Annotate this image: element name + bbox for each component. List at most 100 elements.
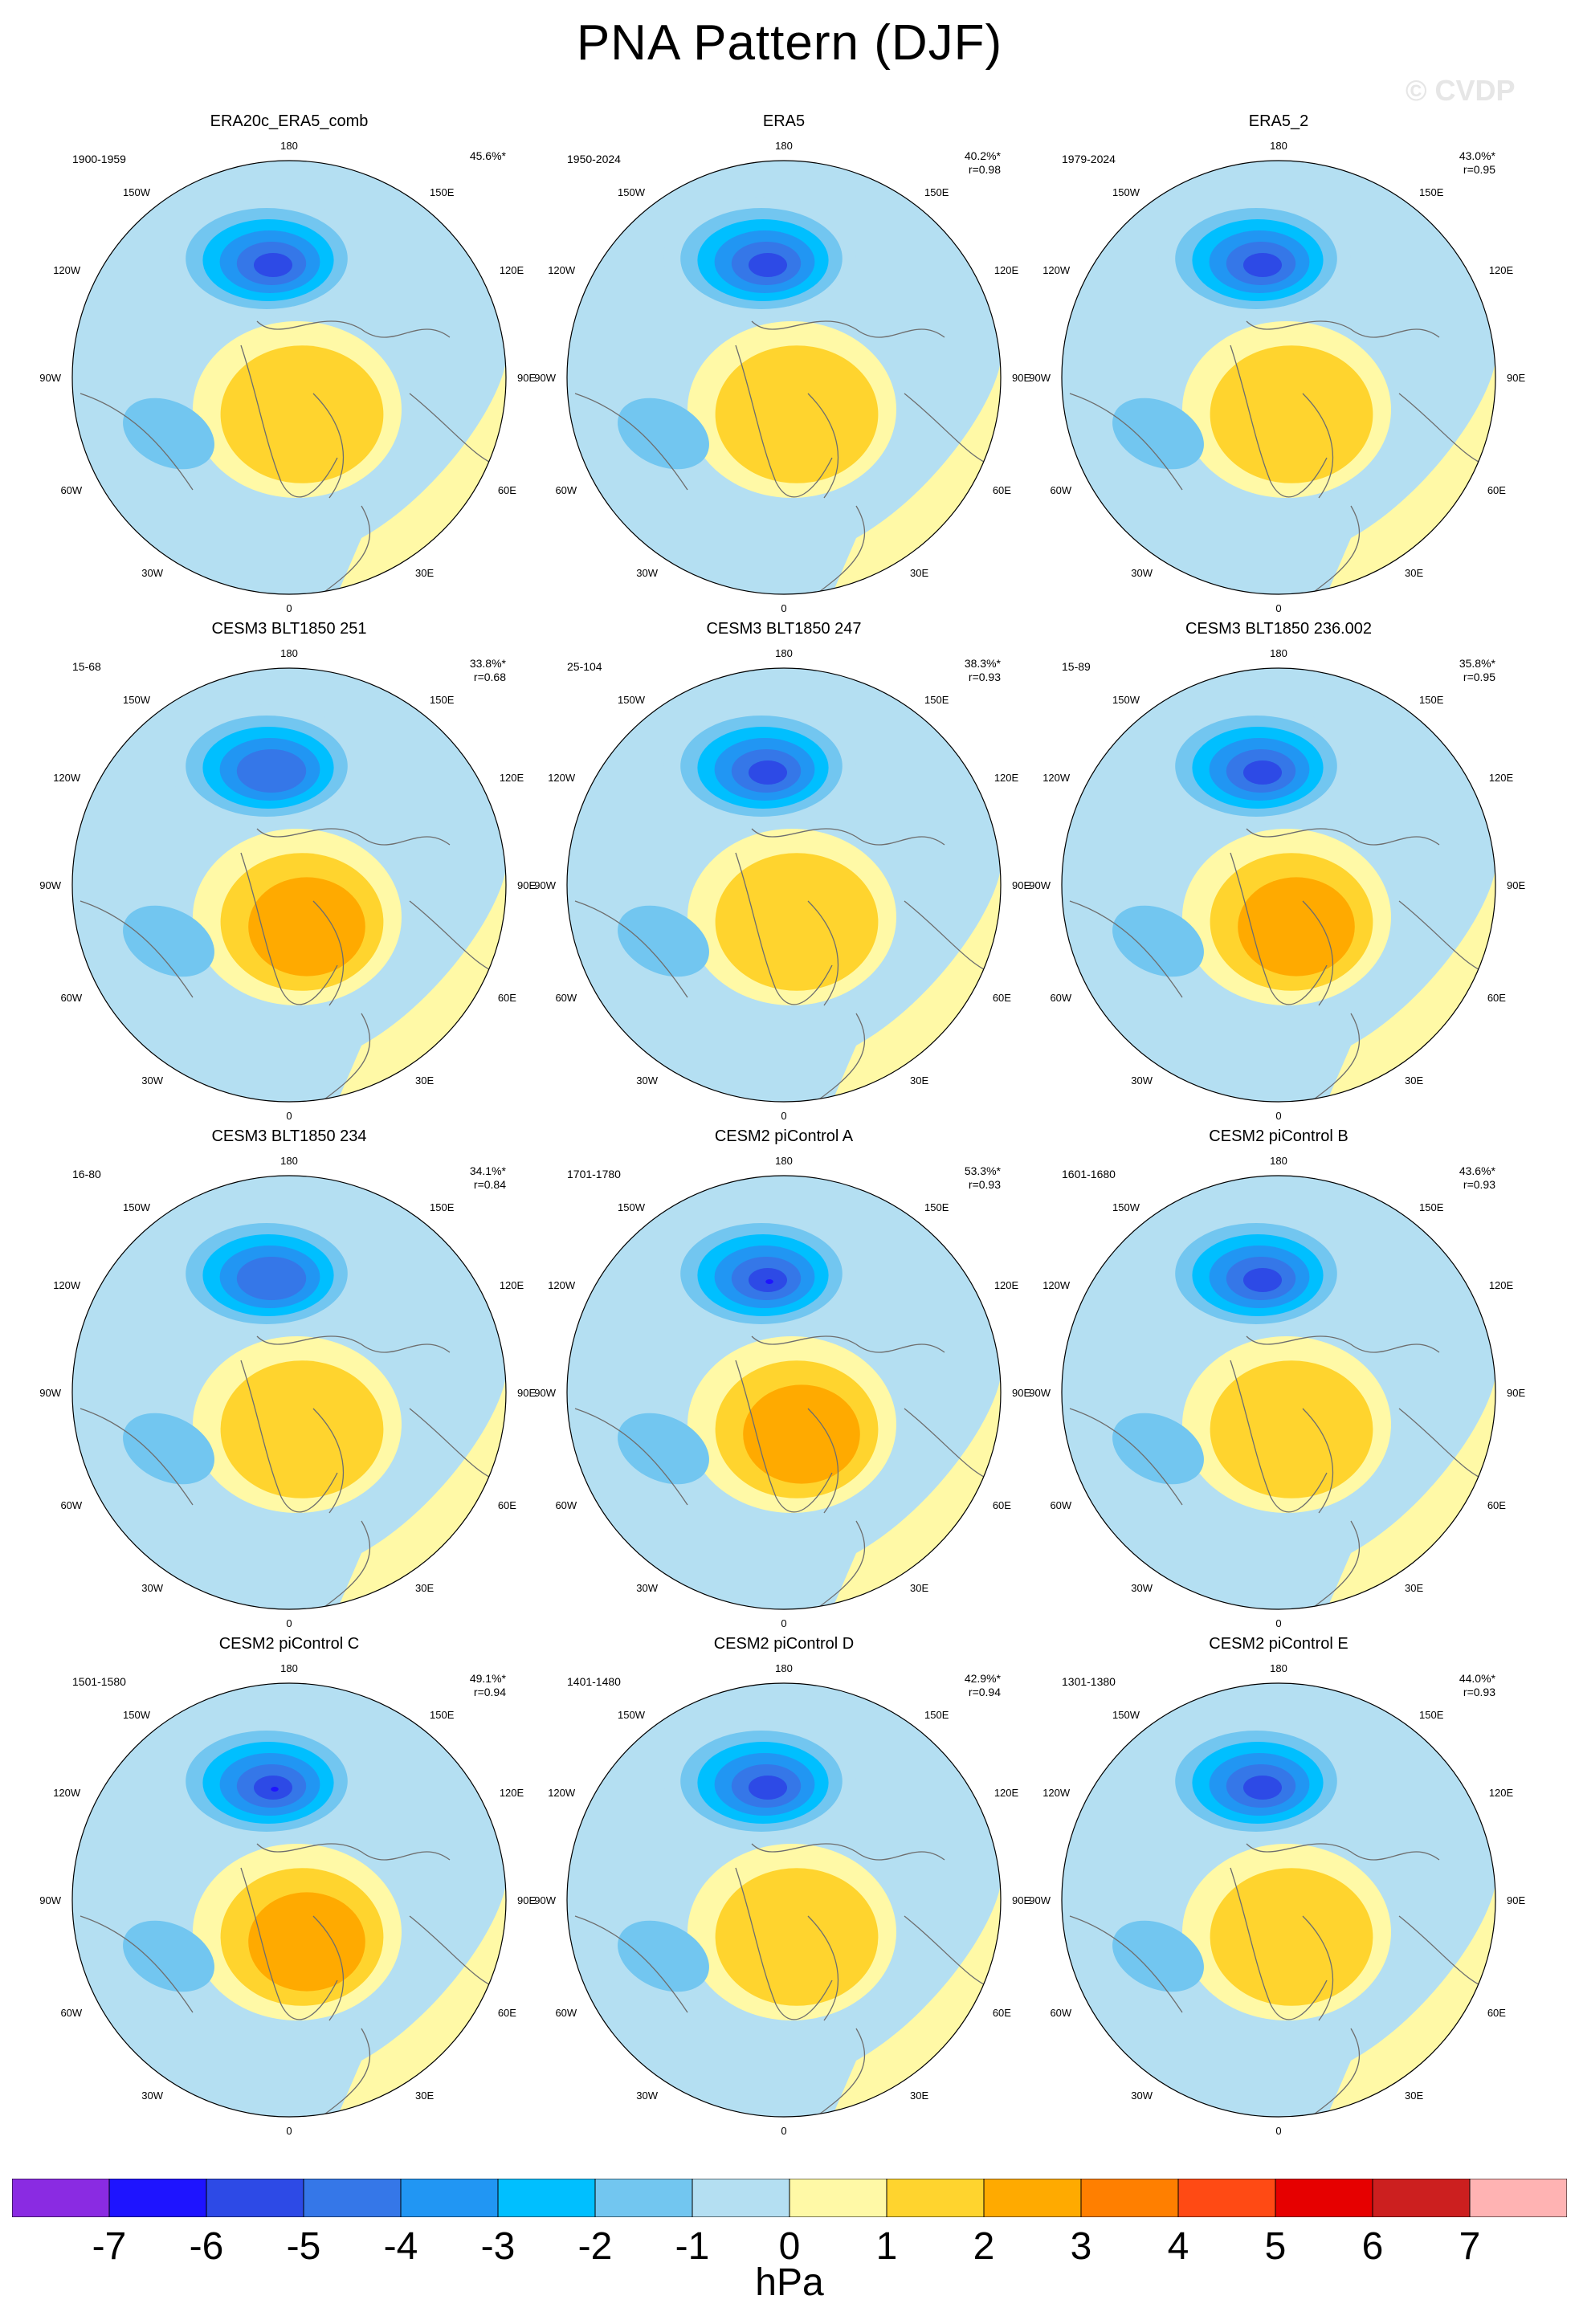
longitude-label: 60W <box>60 992 82 1004</box>
coastline <box>1230 1867 1328 2020</box>
longitude-label: 120E <box>500 1279 524 1291</box>
panel-title: CESM2 piControl D <box>713 1635 855 1653</box>
longitude-label: 0 <box>781 1617 786 1629</box>
positive-anomaly-contour <box>220 345 384 483</box>
negative-anomaly-contour <box>765 1279 773 1284</box>
colorbar-tick-label: 2 <box>973 2225 995 2268</box>
coastline <box>312 393 345 499</box>
colorbar-swatch <box>206 2179 304 2217</box>
longitude-label: 150W <box>123 186 151 198</box>
longitude-label: 180 <box>775 1155 793 1167</box>
longitude-label: 60E <box>1487 2007 1506 2019</box>
coastline <box>1230 852 1328 1005</box>
colorbar-tick-label: 7 <box>1459 2225 1481 2268</box>
map-panel: 180 150E 120E 90E 60E 30E 0 30W 60W 90W 120W 150W CE… <box>535 620 1033 1122</box>
map-panel: 180 150E 120E 90E 60E 30E 0 30W 60W 90W 120W 150W CE… <box>40 620 538 1122</box>
map-border <box>1061 1175 1496 1610</box>
longitude-label: 150W <box>1112 1709 1140 1721</box>
coastline <box>256 828 451 846</box>
longitude-label: 30W <box>636 567 658 579</box>
polar-map: 180 150E 120E 90E 60E 30E 0 30W 60W 90W 120W 150W <box>40 647 536 1122</box>
atlantic-low <box>618 905 709 977</box>
longitude-label: 60W <box>60 2007 82 2019</box>
coastline <box>815 505 866 594</box>
colorbar-swatch <box>1275 2179 1373 2217</box>
atlantic-low <box>123 1920 214 1992</box>
panel-period: 1501-1580 <box>72 1675 126 1688</box>
map-panel: 180 150E 120E 90E 60E 30E 0 30W 60W 90W 120W 150W CE… <box>1030 1127 1528 1629</box>
longitude-label: 120W <box>53 1279 81 1291</box>
longitude-label: 180 <box>775 140 793 152</box>
colorbar-swatch <box>108 2179 207 2217</box>
pattern-correlation: r=0.94 <box>968 1686 1001 1698</box>
longitude-label: 60E <box>498 484 516 496</box>
longitude-label: 120E <box>1489 264 1514 276</box>
polar-map: 180 150E 120E 90E 60E 30E 0 30W 60W 90W 120W 150W <box>1030 140 1525 614</box>
map-panel: 180 150E 120E 90E 60E 30E 0 30W 60W 90W 120W 150W CE… <box>40 1635 538 2137</box>
longitude-label: 30E <box>415 2090 434 2102</box>
longitude-label: 90W <box>535 1387 557 1399</box>
watermark: © CVDP <box>1406 74 1516 107</box>
longitude-label: 60W <box>555 484 577 496</box>
map-panel: 180 150E 120E 90E 60E 30E 0 30W 60W 90W 120W 150W CE… <box>1030 620 1528 1122</box>
panel-period: 25-104 <box>567 660 602 673</box>
longitude-label: 0 <box>1275 602 1281 614</box>
longitude-label: 30E <box>1405 1074 1423 1087</box>
atlantic-low <box>618 1920 709 1992</box>
panel-period: 1701-1780 <box>567 1168 621 1180</box>
coastline <box>256 320 451 338</box>
longitude-label: 0 <box>1275 1110 1281 1122</box>
panel-stats: 44.0%* r=0.93 <box>1439 1672 1495 1699</box>
longitude-label: 30W <box>141 2090 163 2102</box>
longitude-label: 0 <box>1275 1617 1281 1629</box>
colorbar-tick-label: -4 <box>383 2225 418 2268</box>
longitude-label: 150W <box>618 1709 646 1721</box>
panel-title: CESM2 piControl C <box>218 1635 360 1653</box>
coastline <box>1069 393 1183 491</box>
colorbar-swatch <box>1372 2179 1471 2217</box>
coastline <box>751 1335 945 1353</box>
longitude-label: 30W <box>141 1074 163 1087</box>
colorbar-swatch <box>1469 2179 1567 2217</box>
longitude-label: 90W <box>1030 1387 1051 1399</box>
colorbar-tick-label: 6 <box>1361 2225 1384 2268</box>
coastline <box>735 1867 833 2020</box>
longitude-label: 150E <box>924 1201 949 1213</box>
longitude-label: 180 <box>1270 647 1287 659</box>
coastline <box>320 2028 371 2117</box>
map-panel: 180 150E 120E 90E 60E 30E 0 30W 60W 90W 120W 150W CE… <box>535 1635 1033 2137</box>
coastline <box>1069 1408 1183 1506</box>
longitude-label: 60W <box>1050 1499 1071 1511</box>
colorbar-tick-label: 1 <box>875 2225 898 2268</box>
longitude-label: 120E <box>994 1787 1019 1799</box>
negative-anomaly-contour <box>749 1776 787 1800</box>
colorbar-tick-label: -7 <box>92 2225 127 2268</box>
colorbar-tick-label: -3 <box>480 2225 516 2268</box>
longitude-label: 60E <box>498 2007 516 2019</box>
map-border <box>71 667 507 1103</box>
atlantic-low <box>123 398 214 470</box>
pattern-correlation: r=0.95 <box>1463 671 1495 683</box>
map-panel: 180 150E 120E 90E 60E 30E 0 30W 60W 90W 120W 150W CE… <box>40 1127 538 1629</box>
longitude-label: 120W <box>548 1787 576 1799</box>
coastline <box>240 345 338 498</box>
positive-anomaly-contour <box>1210 345 1373 483</box>
longitude-label: 150E <box>430 694 455 706</box>
explained-variance: 38.3%* <box>964 657 1001 670</box>
longitude-label: 120E <box>1489 1279 1514 1291</box>
longitude-label: 60W <box>1050 992 1071 1004</box>
longitude-label: 120W <box>548 264 576 276</box>
colorbar-units: hPa <box>755 2261 824 2304</box>
positive-anomaly-contour <box>715 853 879 991</box>
atlantic-low <box>1112 1413 1204 1485</box>
longitude-label: 60W <box>1050 484 1071 496</box>
polar-map: 180 150E 120E 90E 60E 30E 0 30W 60W 90W 120W 150W <box>535 140 1030 614</box>
coastline <box>1230 1360 1328 1513</box>
coastline <box>312 1408 345 1514</box>
pattern-correlation: r=0.84 <box>473 1178 506 1191</box>
coastline <box>1246 828 1440 846</box>
coastline <box>807 1408 839 1514</box>
panel-stats: 40.2%* r=0.98 <box>945 149 1001 177</box>
longitude-label: 90W <box>1030 1894 1051 1906</box>
longitude-label: 0 <box>286 602 292 614</box>
